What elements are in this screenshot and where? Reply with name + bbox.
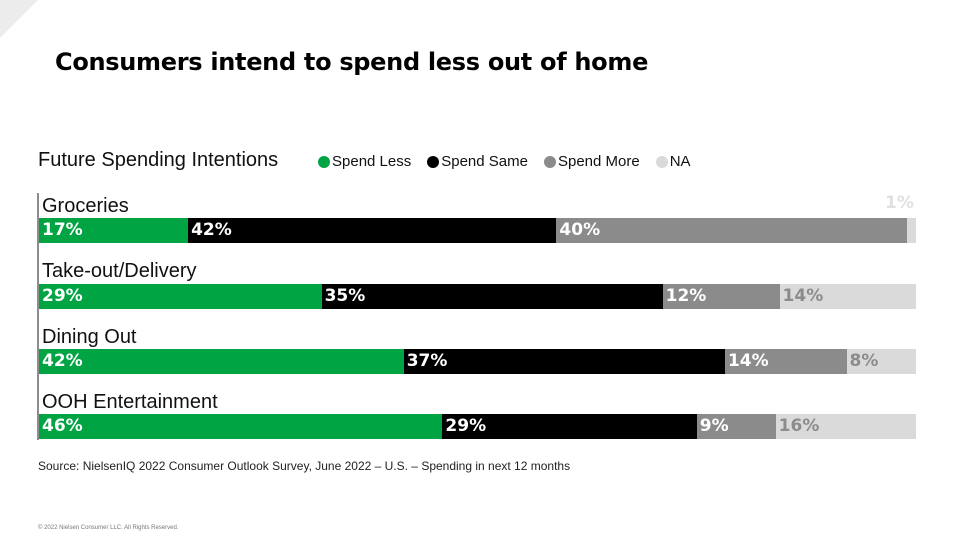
bar-row: 46% 29% 9% 16% xyxy=(39,414,916,439)
legend-swatch xyxy=(427,155,440,168)
data-label: 17% xyxy=(42,220,83,240)
bar-segment: 14% xyxy=(724,349,847,374)
legend-label: NA xyxy=(669,153,691,170)
category-label: Take-out/Delivery xyxy=(42,260,197,282)
bar-segment: 16% xyxy=(775,414,916,439)
page-title: Consumers intend to spend less out of ho… xyxy=(55,48,649,76)
data-label: 1% xyxy=(885,193,914,213)
data-label: 8% xyxy=(849,351,879,371)
category-axis-line xyxy=(37,193,39,440)
chart-title: Future Spending Intentions xyxy=(38,149,279,171)
data-label: 14% xyxy=(727,351,769,371)
bar-segment: 40% xyxy=(556,218,908,243)
bar-segment: 9% xyxy=(696,414,776,439)
legend: Spend Less Spend Same Spend More NA xyxy=(318,153,691,170)
bar-segment: 17% xyxy=(39,218,189,243)
data-label: 12% xyxy=(665,286,707,306)
legend-swatch xyxy=(655,155,668,168)
legend-label: Spend More xyxy=(557,153,640,170)
legend-item-spend-less: Spend Less xyxy=(318,153,411,170)
legend-item-spend-more: Spend More xyxy=(543,153,640,170)
bar-segment: 14% xyxy=(779,284,916,309)
data-label: 42% xyxy=(42,351,83,371)
data-label: 37% xyxy=(406,351,448,371)
bar-row: 29% 35% 12% 14% xyxy=(39,284,916,309)
category-label: OOH Entertainment xyxy=(42,391,218,413)
data-label: 35% xyxy=(324,286,366,306)
data-label: 42% xyxy=(191,220,232,240)
bar-segment xyxy=(907,218,916,243)
bar-segment: 8% xyxy=(846,349,916,374)
legend-label: Spend Less xyxy=(332,153,412,170)
legend-swatch xyxy=(318,155,330,168)
bar-segment: 42% xyxy=(39,349,404,374)
legend-label: Spend Same xyxy=(441,153,528,170)
legend-swatch xyxy=(543,155,556,168)
bar-segment: 46% xyxy=(39,414,443,439)
data-label: 46% xyxy=(42,416,83,436)
corner-decoration xyxy=(0,0,38,38)
data-label: 16% xyxy=(778,416,820,436)
data-label: 14% xyxy=(782,286,824,306)
bar-segment: 37% xyxy=(403,349,725,374)
copyright-note: © 2022 Nielsen Consumer LLC. All Rights … xyxy=(38,525,179,531)
bar-segment: 29% xyxy=(39,284,322,309)
legend-item-spend-same: Spend Same xyxy=(427,153,528,170)
data-label: 29% xyxy=(445,416,487,436)
data-label: 29% xyxy=(42,286,83,306)
bar-segment: 29% xyxy=(442,414,697,439)
bar-segment: 35% xyxy=(321,284,663,309)
category-label: Dining Out xyxy=(42,326,137,348)
bar-segment: 12% xyxy=(662,284,780,309)
category-label: Groceries xyxy=(42,195,129,217)
source-note: Source: NielsenIQ 2022 Consumer Outlook … xyxy=(38,459,571,473)
bar-row: 42% 37% 14% 8% xyxy=(39,349,916,374)
legend-item-na: NA xyxy=(655,153,691,170)
data-label: 40% xyxy=(559,220,601,240)
data-label: 9% xyxy=(699,416,729,436)
bar-row: 17% 42% 40% xyxy=(39,218,916,243)
bar-segment: 42% xyxy=(188,218,557,243)
